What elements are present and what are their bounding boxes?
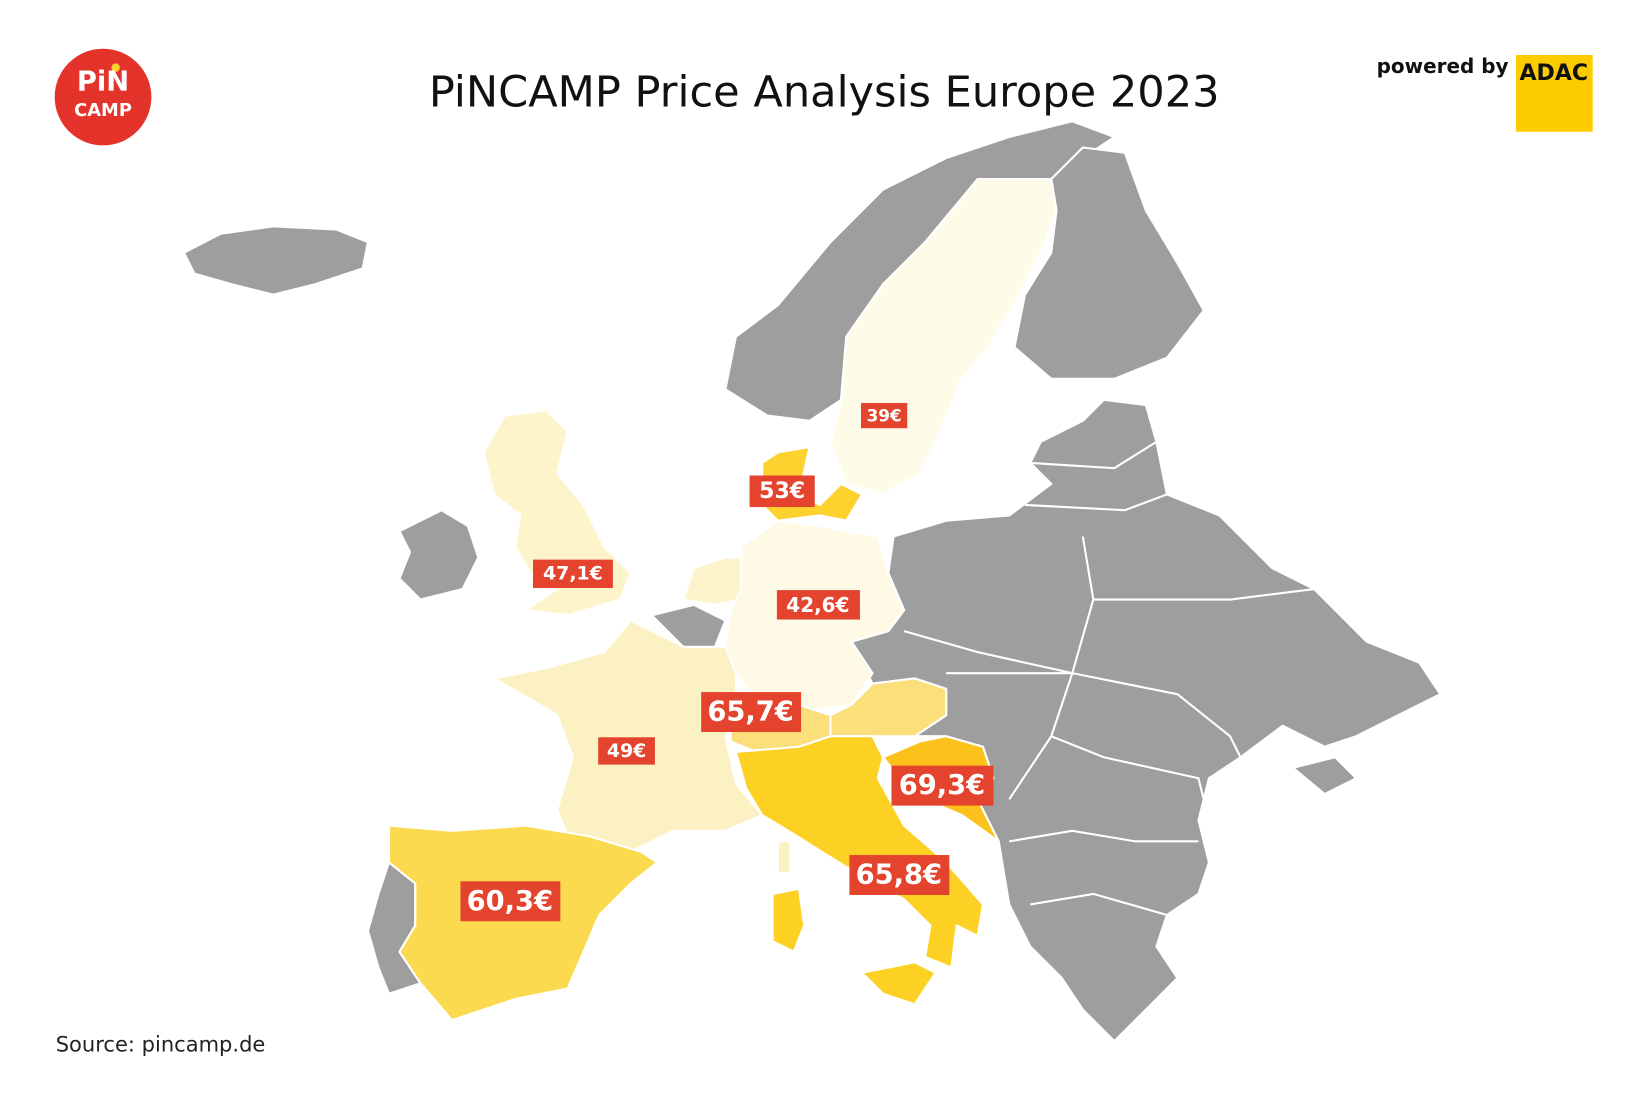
border [1024,493,1168,512]
price-labels: 39€ 53€ 47,1€ 42,6€ 65,7€ 49€ 69,3€ 65,8… [460,402,994,922]
price-label: 65,7€ [707,697,793,728]
country [1292,756,1358,796]
price-label: 47,1€ [543,562,603,584]
country [387,824,659,1022]
price-label-box [861,402,908,429]
price-label-box [749,475,815,508]
country [398,509,480,601]
price-label: 42,6€ [786,593,849,617]
border [1030,892,1168,916]
border [1030,440,1157,470]
border [1093,588,1315,601]
partner-logo [1515,55,1593,132]
country [493,619,764,853]
country [771,887,806,953]
partner-name: ADAC [1519,61,1588,86]
price-label: 69,3€ [899,770,985,801]
price-label: 60,3€ [467,886,553,917]
powered-by: powered by [1377,54,1509,78]
logo-text: CAMP [74,100,132,121]
price-label-box [460,881,561,922]
price-label-box [598,737,655,765]
country [861,961,937,1006]
source: Source: pincamp.de [56,1032,266,1057]
country [650,603,727,648]
border [1009,829,1199,843]
price-label: 65,8€ [856,860,942,891]
price-label-box [891,765,994,806]
logo-dot [111,63,120,72]
price-label-box [701,692,802,733]
logo-text: PiN [77,67,129,98]
border [1050,735,1210,821]
price-label-box [849,855,950,895]
price-label: 53€ [759,479,805,504]
logo-circle [54,48,152,146]
border [903,630,1073,675]
price-label: 49€ [607,740,646,762]
country [734,735,985,969]
price-label-box [533,559,613,588]
country [776,840,792,874]
price-label: 39€ [867,406,902,426]
country [182,225,369,296]
border [946,672,1242,758]
price-label-box [776,590,860,620]
title: PiNCAMP Price Analysis Europe 2023 [429,68,1220,118]
country [1013,146,1205,380]
